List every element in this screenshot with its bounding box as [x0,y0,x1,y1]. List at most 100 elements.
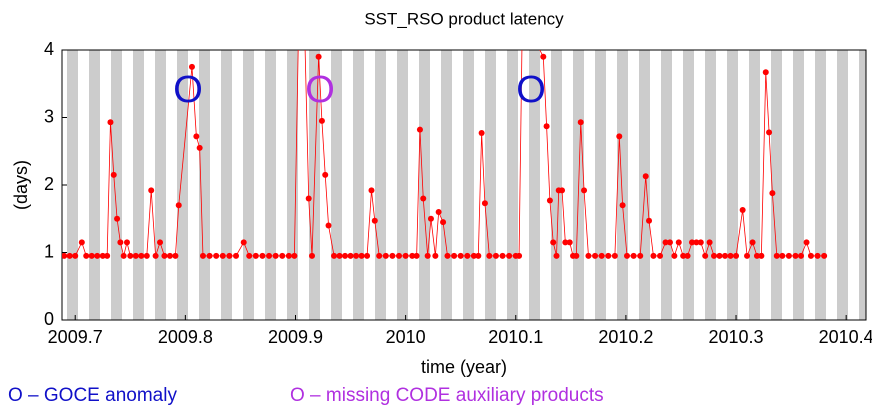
data-point [598,252,605,259]
data-point [543,123,550,130]
data-point [371,217,378,224]
data-point [240,239,247,246]
data-point [492,252,499,259]
data-point [331,252,338,259]
data-point [642,173,649,180]
x-tick-label: 2010.2 [598,327,653,347]
y-axis-label: (days) [11,160,31,210]
data-point [175,202,182,209]
data-point [550,239,557,246]
stripe [727,50,738,320]
data-point [66,252,73,259]
data-point [315,53,322,60]
data-point [630,252,637,259]
data-point [592,252,599,259]
data-point [424,252,431,259]
data-point [478,130,485,137]
data-point [206,252,213,259]
data-point [172,252,179,259]
data-point [779,252,786,259]
data-point [266,252,273,259]
data-point [680,252,687,259]
data-point [577,119,584,126]
data-point [435,209,442,215]
stripe [199,50,210,320]
data-point [272,252,279,259]
data-point [619,202,626,209]
data-point [727,252,734,259]
data-point [581,187,588,194]
data-point [402,252,409,259]
data-point [470,252,477,259]
data-point [711,252,718,259]
data-point [416,126,423,133]
data-point [382,252,389,259]
data-point [325,222,332,229]
y-tick-label: 2 [44,174,54,194]
data-point [432,252,439,259]
data-point [749,239,756,246]
stripe [243,50,254,320]
data-point [716,252,723,259]
stripe [155,50,166,320]
data-point [706,239,713,246]
stripe [67,50,78,320]
data-point [152,252,159,259]
data-point [285,252,292,259]
data-point [396,252,403,259]
data-point [389,252,396,259]
data-point [368,187,375,194]
data-point [138,252,145,259]
data-point [646,217,653,224]
stripe [331,50,342,320]
x-tick-label: 2010 [386,327,426,347]
stripe [837,50,848,320]
data-point [413,252,420,259]
stripe [375,50,386,320]
data-point [486,252,493,259]
data-point [318,117,325,124]
data-point [769,190,776,197]
legend-note: O – GOCE anomaly [8,385,177,406]
data-point [766,129,773,136]
data-point [123,239,130,246]
data-point [219,252,226,259]
legend-note: O – missing CODE auxiliary products [290,385,604,406]
plot-area [62,13,828,259]
data-point [301,13,307,19]
data-point [291,252,298,259]
data-point [117,239,124,246]
data-point [675,239,682,246]
stripe [133,50,144,320]
data-point [353,252,360,259]
data-point [773,252,780,259]
stripe [111,50,122,320]
data-point [347,252,354,259]
stripe [771,50,782,320]
data-point [78,239,85,246]
data-point [650,252,657,259]
data-point [693,239,700,246]
data-point [451,252,458,259]
data-point [107,119,114,126]
data-point [120,252,127,259]
data-point [585,252,592,259]
data-point [516,252,523,259]
data-point [457,252,464,259]
stripe [353,50,364,320]
data-point [464,252,471,259]
annotation: O [173,69,203,111]
stripe [441,50,452,320]
data-point [702,252,709,259]
data-point [161,252,168,259]
stripe [551,50,562,320]
data-point [94,252,101,259]
stripe [507,50,518,320]
data-point [475,252,482,259]
data-point [814,252,821,259]
stripe [617,50,628,320]
data-point [785,252,792,259]
data-point [553,252,560,259]
x-tick-label: 2009.9 [268,327,323,347]
